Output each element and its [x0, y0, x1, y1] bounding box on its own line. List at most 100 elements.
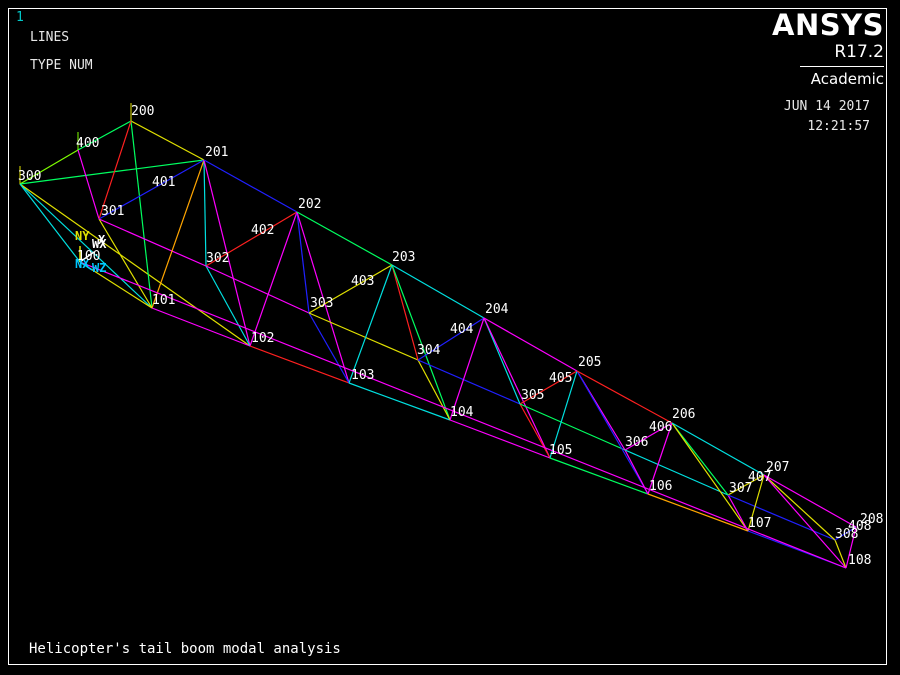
truss-line-201-302[interactable] — [203, 159, 207, 267]
truss-line-302-102[interactable] — [205, 265, 251, 347]
keypoint-label-403: 403 — [351, 274, 374, 289]
truss-line-306-106[interactable] — [624, 449, 649, 495]
graphics-window-frame[interactable] — [8, 8, 887, 665]
truss-line-307-207[interactable] — [727, 474, 765, 496]
keypoint-label-301: 301 — [101, 204, 124, 219]
plot-time: 12:21:57 — [807, 119, 870, 134]
truss-line-400-200[interactable] — [77, 120, 132, 151]
truss-line-101-201[interactable] — [151, 159, 205, 309]
truss-line-305-105[interactable] — [519, 403, 551, 459]
truss-line-400-301[interactable] — [77, 149, 100, 220]
truss-line-106-206[interactable] — [647, 422, 673, 495]
truss-line-207-108[interactable] — [763, 474, 847, 569]
truss-line-104-105[interactable] — [449, 419, 551, 459]
truss-line-305-306[interactable] — [519, 403, 626, 451]
keypoint-label-300: 300 — [18, 169, 41, 184]
truss-line-206-107[interactable] — [671, 422, 749, 532]
truss-line-204-205[interactable] — [483, 317, 578, 372]
triad-label-1: WX — [92, 237, 107, 251]
truss-line-202-303[interactable] — [296, 211, 310, 314]
truss-line-300-201[interactable] — [19, 159, 205, 185]
truss-line-107-207[interactable] — [747, 474, 765, 532]
plot-title: Helicopter's tail boom modal analysis — [29, 641, 341, 657]
edition-label: Academic — [810, 70, 884, 88]
truss-line-206-207[interactable] — [671, 422, 765, 476]
truss-line-205-106[interactable] — [576, 370, 649, 495]
truss-line-100-108[interactable] — [79, 261, 847, 569]
truss-line-201-202[interactable] — [203, 159, 298, 213]
truss-line-300-101[interactable] — [19, 183, 153, 309]
truss-line-207-208[interactable] — [763, 474, 857, 528]
keypoint-label-107: 107 — [748, 516, 771, 531]
truss-line-203-104[interactable] — [391, 264, 451, 421]
keypoint-label-401: 401 — [152, 175, 175, 190]
truss-line-306-206[interactable] — [624, 422, 673, 451]
keypoint-label-100: 100 — [77, 249, 100, 264]
keypoint-label-106: 106 — [649, 479, 672, 494]
keypoint-label-302: 302 — [206, 251, 229, 266]
truss-line-307-107[interactable] — [727, 494, 749, 532]
truss-line-300-100[interactable] — [19, 183, 81, 263]
truss-line-202-203[interactable] — [296, 211, 393, 266]
keypoint-label-304: 304 — [417, 343, 441, 358]
truss-line-303-304[interactable] — [308, 312, 419, 361]
truss-line-206-307[interactable] — [671, 422, 729, 496]
truss-line-200-301[interactable] — [98, 120, 132, 220]
truss-line-304-104[interactable] — [417, 359, 451, 421]
keypoint-label-204: 204 — [485, 302, 509, 317]
logo-divider — [800, 66, 884, 67]
keypoint-label-208: 208 — [860, 512, 883, 527]
triad-label-4: WZ — [92, 261, 106, 275]
truss-line-103-104[interactable] — [348, 382, 451, 421]
truss-line-204-105[interactable] — [483, 317, 551, 459]
truss-line-306-307[interactable] — [624, 449, 729, 496]
truss-line-108-208[interactable] — [845, 526, 857, 569]
truss-line-307-308[interactable] — [727, 494, 836, 541]
keypoint-labels: 100 101 102 103 104 105 106 107 108 200 201 202 203 2… — [18, 104, 883, 568]
truss-line-203-204[interactable] — [391, 264, 485, 319]
keypoint-label-202: 202 — [298, 197, 321, 212]
truss-line-304-204[interactable] — [417, 317, 485, 361]
truss-line-304-305[interactable] — [417, 359, 521, 405]
truss-line-300-102[interactable] — [19, 183, 251, 347]
truss-line-301-302[interactable] — [98, 218, 207, 267]
truss-line-106-107[interactable] — [647, 493, 749, 532]
truss-line-301-201[interactable] — [98, 159, 205, 220]
truss-line-301-101[interactable] — [98, 218, 153, 309]
keypoint-label-207: 207 — [766, 460, 789, 475]
truss-line-105-205[interactable] — [549, 370, 578, 459]
triad-label-2: X — [98, 233, 106, 247]
release-label: R17.2 — [834, 42, 884, 62]
truss-line-308-108[interactable] — [834, 539, 847, 569]
truss-line-303-203[interactable] — [308, 264, 393, 314]
truss-line-205-206[interactable] — [576, 370, 673, 424]
truss-line-302-303[interactable] — [205, 265, 310, 314]
truss-line-104-204[interactable] — [449, 317, 485, 421]
truss-line-303-103[interactable] — [308, 312, 350, 384]
keypoint-label-405: 405 — [549, 371, 572, 386]
ansys-logo: ANSYS — [772, 8, 884, 42]
truss-line-105-106[interactable] — [549, 457, 649, 495]
keypoint-label-205: 205 — [578, 355, 601, 370]
keypoint-label-105: 105 — [549, 443, 572, 458]
truss-line-202-103[interactable] — [296, 211, 350, 384]
truss-line-207-308[interactable] — [763, 474, 836, 541]
truss-line-300-400[interactable] — [19, 149, 79, 185]
truss-line-203-304[interactable] — [391, 264, 419, 361]
window-number: 1 — [16, 10, 24, 25]
truss-line-200-201[interactable] — [130, 120, 205, 161]
truss-line-103-203[interactable] — [348, 264, 393, 384]
truss-line-308-208[interactable] — [834, 526, 857, 541]
truss-line-200-101[interactable] — [130, 120, 153, 309]
truss-line-102-202[interactable] — [249, 211, 298, 347]
keypoint-label-102: 102 — [251, 331, 274, 346]
truss-line-305-205[interactable] — [519, 370, 578, 405]
truss-line-204-305[interactable] — [483, 317, 521, 405]
truss-line-101-102[interactable] — [151, 307, 251, 347]
truss-line-302-202[interactable] — [205, 211, 298, 267]
keypoint-label-108: 108 — [848, 553, 871, 568]
keypoint-ticks — [19, 103, 132, 184]
truss-line-102-103[interactable] — [249, 345, 350, 384]
